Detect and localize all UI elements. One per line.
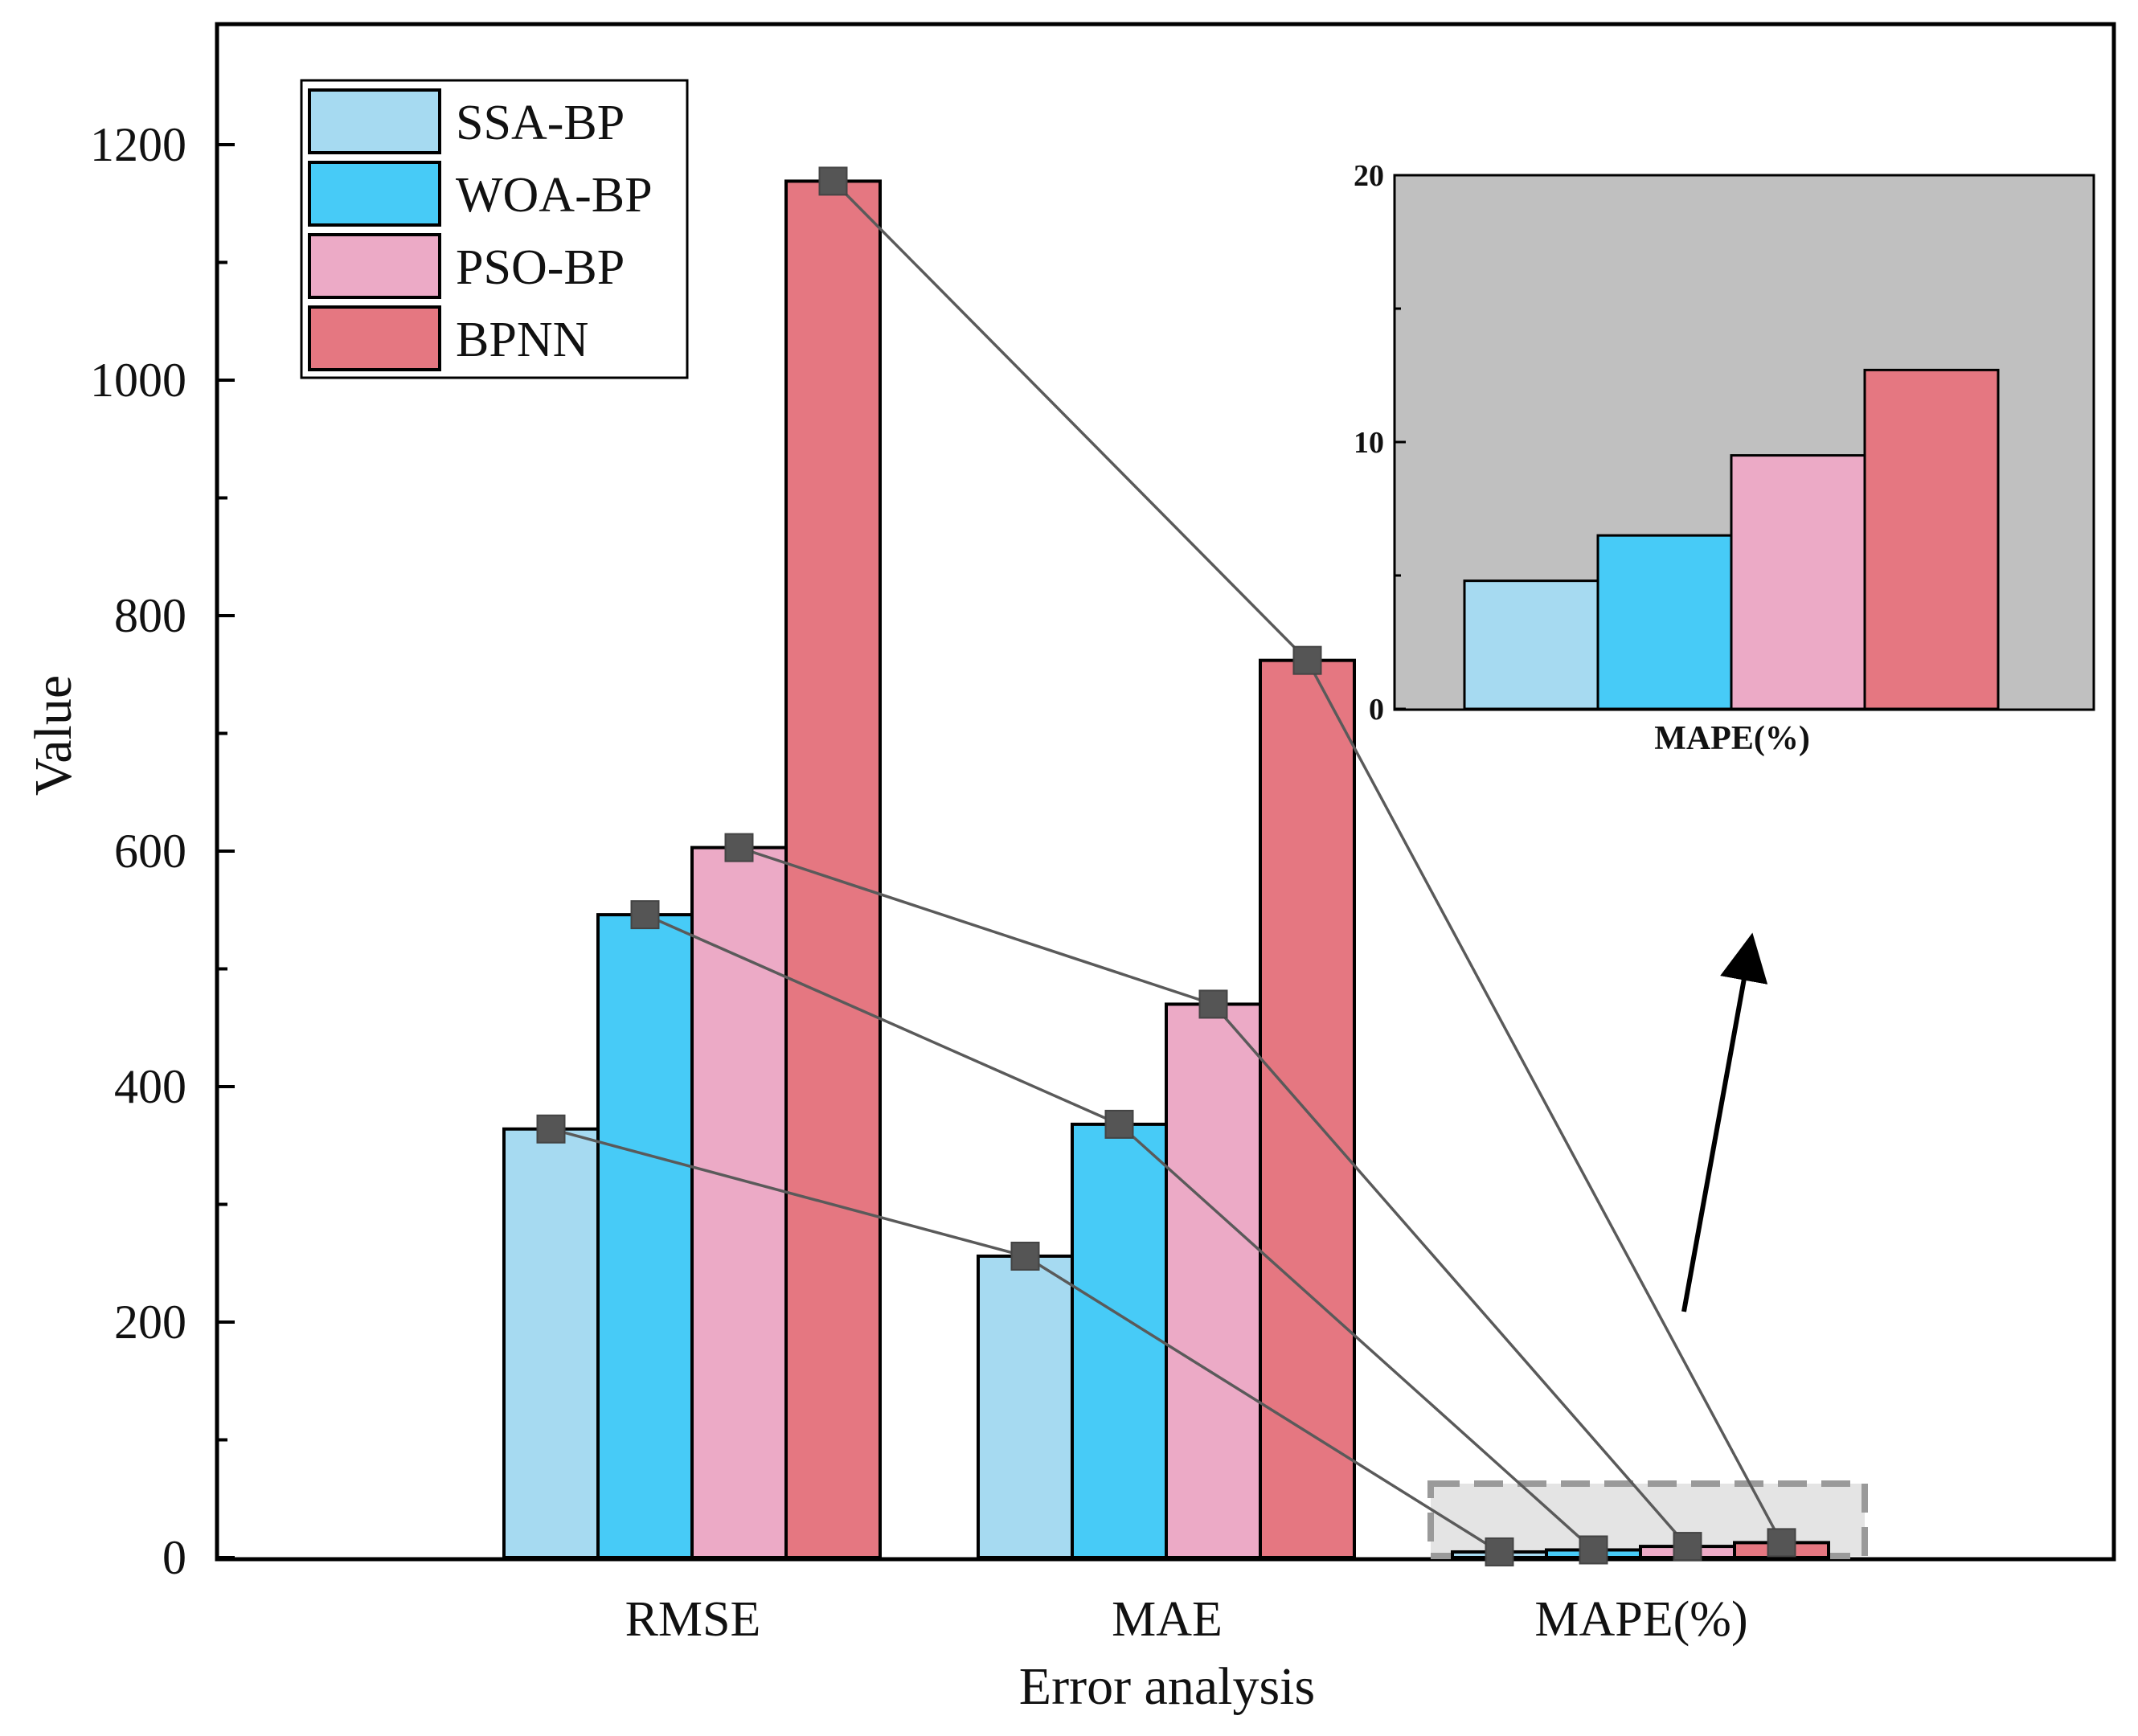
connector-marker-ssa-bp xyxy=(536,1114,566,1144)
inset-bar-bpnn xyxy=(1863,368,2000,710)
connector-marker-woa-bp xyxy=(1104,1109,1134,1139)
legend-label-ssa-bp: SSA-BP xyxy=(456,96,625,150)
y-tick-label: 0 xyxy=(162,1531,186,1584)
legend: SSA-BP WOA-BP PSO-BP BPNN xyxy=(300,79,689,379)
y-tick-label: 600 xyxy=(114,825,186,878)
inset-y-ticks: 0 10 20 xyxy=(1354,159,1406,727)
inset-bars xyxy=(1463,368,2000,710)
connector-lines xyxy=(536,166,1796,1566)
y-tick-label: 1000 xyxy=(90,354,186,407)
y-tick-label: 800 xyxy=(114,589,186,642)
x-axis-title: Error analysis xyxy=(1019,1657,1315,1716)
legend-swatch-woa-bp xyxy=(308,161,441,227)
bar-woa-bp-mae xyxy=(1071,1122,1168,1559)
connector-marker-pso-bp xyxy=(1198,989,1228,1019)
y-tick-label: 200 xyxy=(114,1296,186,1349)
bar-pso-bp-mae xyxy=(1165,1002,1262,1559)
category-label-mae: MAE xyxy=(1112,1592,1223,1647)
legend-label-bpnn: BPNN xyxy=(456,313,588,367)
legend-item-pso-bp: PSO-BP xyxy=(308,233,625,299)
legend-swatch-pso-bp xyxy=(308,233,441,299)
inset-tick-label: 10 xyxy=(1354,426,1384,460)
y-axis-title: Value xyxy=(24,675,83,796)
legend-label-pso-bp: PSO-BP xyxy=(456,240,625,295)
legend-swatch-bpnn xyxy=(308,305,441,371)
category-label-mape: MAPE(%) xyxy=(1534,1592,1747,1647)
bar-pso-bp-rmse xyxy=(690,845,788,1559)
y-tick-label: 400 xyxy=(114,1060,186,1113)
connector-marker-bpnn xyxy=(1292,645,1322,675)
inset-x-label: MAPE(%) xyxy=(1654,720,1810,757)
inset-tick-label: 20 xyxy=(1354,159,1384,193)
connector-marker-woa-bp xyxy=(1579,1535,1608,1565)
connector-marker-woa-bp xyxy=(630,900,660,930)
connector-marker-bpnn xyxy=(1767,1528,1796,1558)
bar-bpnn-rmse xyxy=(784,179,882,1559)
bars-layer xyxy=(502,179,1830,1560)
legend-item-bpnn: BPNN xyxy=(308,305,588,371)
connector-marker-pso-bp xyxy=(724,833,754,862)
bar-woa-bp-rmse xyxy=(596,913,694,1559)
mape-inset: 0 10 20 MAPE(%) xyxy=(1354,159,2095,757)
inset-tick-label: 0 xyxy=(1369,693,1384,727)
y-axis-ticks: 0 200 400 600 800 1000 1200 xyxy=(90,118,235,1584)
inset-bar-ssa-bp xyxy=(1463,579,1599,710)
legend-item-woa-bp: WOA-BP xyxy=(308,161,653,227)
category-label-rmse: RMSE xyxy=(625,1592,761,1647)
connector-marker-pso-bp xyxy=(1673,1532,1702,1562)
bar-bpnn-mae xyxy=(1259,658,1356,1559)
inset-bar-woa-bp xyxy=(1596,534,1733,710)
inset-arrow xyxy=(1681,932,1768,1312)
legend-item-ssa-bp: SSA-BP xyxy=(308,88,625,154)
connector-marker-ssa-bp xyxy=(1485,1537,1514,1566)
connector-marker-ssa-bp xyxy=(1010,1241,1040,1271)
inset-bar-pso-bp xyxy=(1730,454,1866,710)
bar-ssa-bp-mae xyxy=(977,1254,1074,1559)
bar-ssa-bp-rmse xyxy=(502,1127,600,1559)
y-tick-label: 1200 xyxy=(90,118,186,171)
connector-marker-bpnn xyxy=(818,166,848,196)
legend-swatch-ssa-bp xyxy=(308,88,441,154)
legend-label-woa-bp: WOA-BP xyxy=(456,168,653,223)
